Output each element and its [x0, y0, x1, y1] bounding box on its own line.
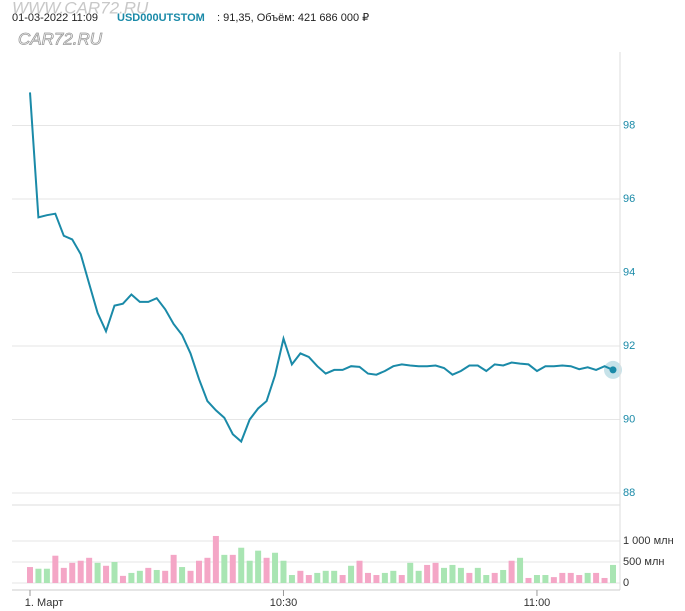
y-tick-label: 90: [623, 413, 635, 425]
volume-bar: [550, 577, 557, 583]
volume-bar: [483, 575, 490, 583]
volume-bar: [195, 560, 202, 583]
volume-bar: [255, 550, 262, 583]
volume-bar: [407, 562, 414, 583]
volume-bar: [593, 572, 600, 583]
volume-bar: [517, 557, 524, 583]
volume-bar: [145, 567, 152, 583]
volume-bar: [238, 547, 245, 583]
volume-bar: [339, 575, 346, 583]
volume-bar: [373, 575, 380, 583]
volume-bar: [441, 567, 448, 583]
y-tick-label: 92: [623, 340, 635, 352]
volume-bar: [179, 567, 186, 583]
price-line: [29, 92, 614, 444]
volume-bar: [567, 572, 574, 583]
volume-bar: [153, 569, 160, 583]
volume-bar: [432, 562, 439, 583]
y-tick-label: 1 000 млн: [623, 535, 674, 547]
volume-bar: [601, 577, 608, 583]
volume-bar: [305, 575, 312, 583]
volume-bar: [491, 572, 498, 583]
volume-bar: [533, 575, 540, 583]
volume-bar: [356, 560, 363, 583]
volume-bar: [187, 570, 194, 583]
volume-bar: [542, 575, 549, 583]
volume-bar: [103, 565, 110, 583]
volume-bar: [559, 572, 566, 583]
ticker: USD000UTSTOM: [117, 12, 205, 24]
y-tick-label: 0: [623, 577, 629, 589]
y-tick-label: 96: [623, 193, 635, 205]
volume-bar: [86, 557, 93, 583]
volume-bar: [415, 570, 422, 583]
y-tick-label: 94: [623, 266, 635, 278]
volume-bar: [204, 557, 211, 583]
volume-bar: [322, 570, 329, 583]
volume-bar: [576, 575, 583, 583]
volume-bar: [331, 570, 338, 583]
volume-bar: [60, 567, 67, 583]
volume-bar: [162, 570, 169, 583]
volume-bar: [136, 570, 143, 583]
volume-bar: [314, 572, 321, 583]
volume-bar: [221, 554, 228, 583]
volume-bar: [35, 568, 42, 583]
volume-bar: [77, 560, 84, 583]
y-tick-label: 88: [623, 487, 635, 499]
x-tick-label: 11:00: [524, 597, 551, 609]
volume-bar: [288, 575, 295, 583]
volume-bar: [280, 560, 287, 583]
date: 01-03-2022 11:09: [12, 12, 98, 24]
y-tick-label: 98: [623, 119, 635, 131]
volume-bar: [52, 555, 59, 583]
volume-bar: [390, 570, 397, 583]
volume-bar: [128, 572, 135, 583]
watermark: CAR72.RU: [18, 29, 103, 48]
volume-bar: [272, 552, 279, 583]
watermark: WWW.CAR72.RU: [12, 0, 149, 17]
volume-bar: [119, 575, 126, 583]
volume-bar: [610, 564, 616, 583]
volume-bar: [364, 572, 371, 583]
volume-bar: [508, 560, 515, 583]
volume-bar: [263, 557, 270, 583]
volume-bar: [94, 562, 101, 583]
volume-bar: [69, 562, 76, 583]
volume-bar: [424, 564, 431, 583]
volume-bar: [500, 569, 507, 583]
volume-bar: [474, 567, 481, 583]
volume-bar: [170, 554, 177, 583]
volume-bar: [297, 570, 304, 583]
volume-bar: [348, 565, 355, 583]
volume-bar: [381, 572, 388, 583]
volume-bar: [525, 577, 532, 583]
volume-bar: [229, 554, 236, 583]
volume-bar: [449, 564, 456, 583]
details: : 91,35, Объём: 421 686 000 ₽: [217, 12, 369, 24]
y-tick-label: 500 млн: [623, 556, 664, 568]
volume-bar: [398, 575, 405, 583]
x-tick-label: 10:30: [270, 597, 298, 609]
volume-bar: [466, 572, 473, 583]
last-point: [609, 366, 617, 374]
volume-bar: [584, 572, 591, 583]
volume-bar: [27, 567, 33, 583]
volume-bar: [43, 568, 50, 583]
volume-bar: [212, 535, 219, 583]
volume-bar: [457, 567, 464, 583]
x-tick-label: 1. Март: [25, 597, 64, 609]
volume-bar: [246, 560, 253, 583]
volume-bar: [111, 562, 118, 583]
